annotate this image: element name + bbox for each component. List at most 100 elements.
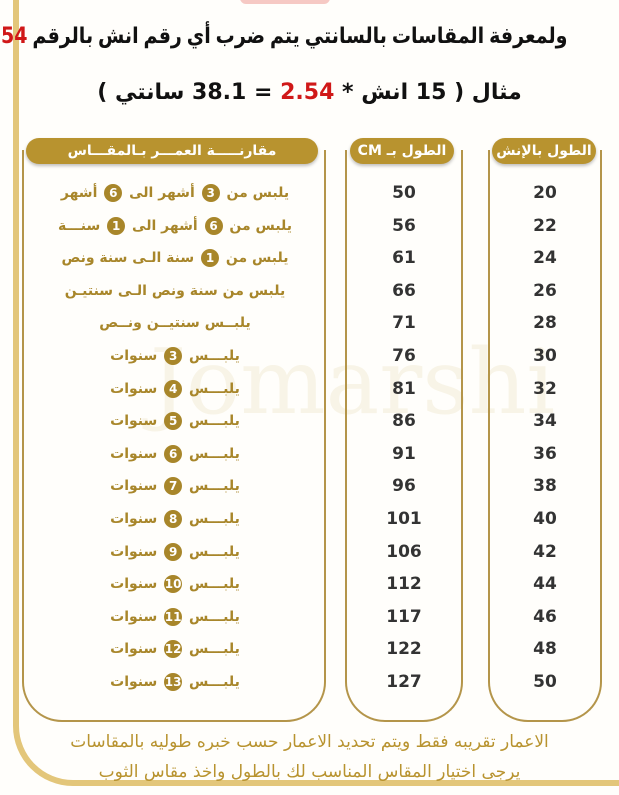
- age-value: يلبــس سنتيــن ونــص: [30, 310, 320, 336]
- cm-value: 122: [386, 639, 422, 660]
- inch-value: 26: [533, 280, 557, 301]
- inch-value: 30: [533, 346, 557, 366]
- cm-value: 86: [392, 411, 416, 432]
- cm-value: 106: [386, 541, 422, 562]
- inch-value: 32: [533, 378, 557, 399]
- age-header: مقارنـــــة العمـــر بـالمقـــاس: [26, 138, 318, 164]
- age-text: يلبـــس: [189, 380, 240, 397]
- inch-value: 20: [533, 183, 557, 203]
- age-number-badge: 5: [164, 412, 183, 431]
- age-text: سنوات: [110, 608, 158, 625]
- cm-value: 61: [392, 248, 416, 269]
- cm-value: 76: [392, 346, 416, 366]
- inch-value: 46: [533, 606, 557, 627]
- watermark-logo: Jomarshi: [150, 330, 556, 435]
- intro-text: ولمعرفة المقاسات بالسانتي يتم ضرب أي رقم…: [32, 24, 568, 49]
- age-value: يلبـــس 8 سنوات: [30, 506, 320, 532]
- age-value: يلبـــس 7 سنوات: [30, 473, 320, 499]
- cm-value: 101: [386, 509, 422, 529]
- inch-value: 24: [533, 248, 557, 269]
- age-text: يلبـــس: [189, 674, 240, 690]
- age-number-badge: 6: [104, 184, 123, 202]
- age-text: سنوات: [110, 478, 158, 495]
- cm-value: 127: [386, 672, 422, 692]
- inch-value: 22: [533, 215, 557, 236]
- age-number-badge: 6: [164, 444, 183, 463]
- age-number-badge: 11: [164, 607, 183, 626]
- age-value: يلبـــس 13 سنوات: [30, 669, 320, 695]
- inch-value: 36: [533, 443, 557, 464]
- gold-frame: [13, 0, 619, 786]
- age-number-badge: 8: [164, 510, 183, 528]
- age-column: [22, 150, 326, 722]
- inch-value: 48: [533, 639, 557, 660]
- age-text: يلبـــس: [189, 445, 240, 462]
- age-value: يلبـــس 4 سنوات: [30, 376, 320, 402]
- age-text: يلبـــس: [189, 576, 240, 593]
- age-text: يلبـــس: [189, 511, 240, 527]
- age-text: سنوات: [110, 348, 158, 364]
- age-text: يلبـــس: [189, 348, 240, 364]
- note-2: يرجى اختيار المقاس المناسب لك بالطول واخ…: [98, 762, 521, 782]
- age-text: سنوات: [110, 511, 158, 527]
- cm-value: 66: [392, 280, 416, 301]
- age-value: يلبس من سنة ونص الـى سنتيـن: [30, 278, 320, 304]
- age-number-badge: 3: [164, 347, 183, 365]
- age-text: سنـــة: [57, 217, 101, 234]
- inch-value: 28: [533, 313, 557, 334]
- example-multiplier: 2.54: [280, 80, 335, 105]
- example-b: = 38.1 سانتي ): [97, 80, 273, 105]
- cm-header: الطول بـ CM: [350, 138, 454, 164]
- age-text: يلبس من: [226, 185, 290, 201]
- age-text: يلبـــس: [189, 608, 240, 625]
- age-number-badge: 3: [201, 184, 220, 202]
- age-value: يلبـــس 6 سنوات: [30, 441, 320, 467]
- age-number-badge: 10: [164, 575, 183, 594]
- cm-value: 71: [392, 313, 416, 334]
- age-text: سنوات: [110, 445, 158, 462]
- cm-value: 50: [392, 183, 416, 203]
- inch-header: الطول بالإنش: [492, 138, 596, 164]
- inch-value: 44: [533, 574, 557, 595]
- example-a: مثال ( 15 انش *: [342, 80, 522, 105]
- inch-value: 40: [533, 509, 557, 529]
- age-text: يلبـــس: [189, 413, 240, 430]
- age-value: يلبس من 1 سنة الـى سنة ونص: [30, 245, 320, 271]
- cm-value: 96: [392, 476, 416, 497]
- age-value: يلبـــس 12 سنوات: [30, 636, 320, 662]
- age-text: سنوات: [110, 543, 158, 560]
- cm-value: 112: [386, 574, 422, 595]
- note-1: الاعمار تقريبه فقط ويتم تحديد الاعمار حس…: [70, 732, 549, 752]
- age-number-badge: 9: [164, 542, 183, 561]
- age-text: يلبــس سنتيــن ونــص: [99, 315, 251, 332]
- age-value: يلبـــس 5 سنوات: [30, 408, 320, 434]
- age-value: يلبـــس 3 سنوات: [30, 343, 320, 369]
- age-value: يلبس من 6 أشهر الى 1 سنـــة: [30, 213, 320, 239]
- inch-value: 50: [533, 672, 557, 692]
- age-text: سنوات: [110, 413, 158, 430]
- age-value: يلبـــس 11 سنوات: [30, 604, 320, 630]
- age-text: سنوات: [110, 674, 158, 690]
- cm-value: 91: [392, 443, 416, 464]
- cm-value: 81: [392, 378, 416, 399]
- age-text: يلبـــس: [189, 543, 240, 560]
- cm-value: 56: [392, 215, 416, 236]
- age-text: سنوات: [110, 380, 158, 397]
- intro-line-1-content: ولمعرفة المقاسات بالسانتي يتم ضرب أي رقم…: [0, 24, 568, 49]
- age-text: يلبـــس: [189, 641, 240, 658]
- inch-column: [488, 150, 602, 722]
- age-text: يلبس من: [229, 217, 293, 234]
- cm-value: 117: [386, 606, 422, 627]
- age-text: يلبس من: [225, 250, 289, 267]
- multiplier: 2.54: [0, 24, 28, 49]
- age-number-badge: 1: [107, 216, 126, 235]
- age-text: يلبس من سنة ونص الـى سنتيـن: [64, 282, 286, 299]
- intro-line-1: ولمعرفة المقاسات بالسانتي يتم ضرب أي رقم…: [0, 24, 613, 49]
- cm-column: [345, 150, 463, 722]
- inch-value: 42: [533, 541, 557, 562]
- age-number-badge: 13: [164, 673, 183, 691]
- age-value: يلبس من 3 أشهر الى 6 أشهر: [30, 180, 320, 206]
- age-text: سنوات: [110, 576, 158, 593]
- age-number-badge: 6: [204, 216, 223, 235]
